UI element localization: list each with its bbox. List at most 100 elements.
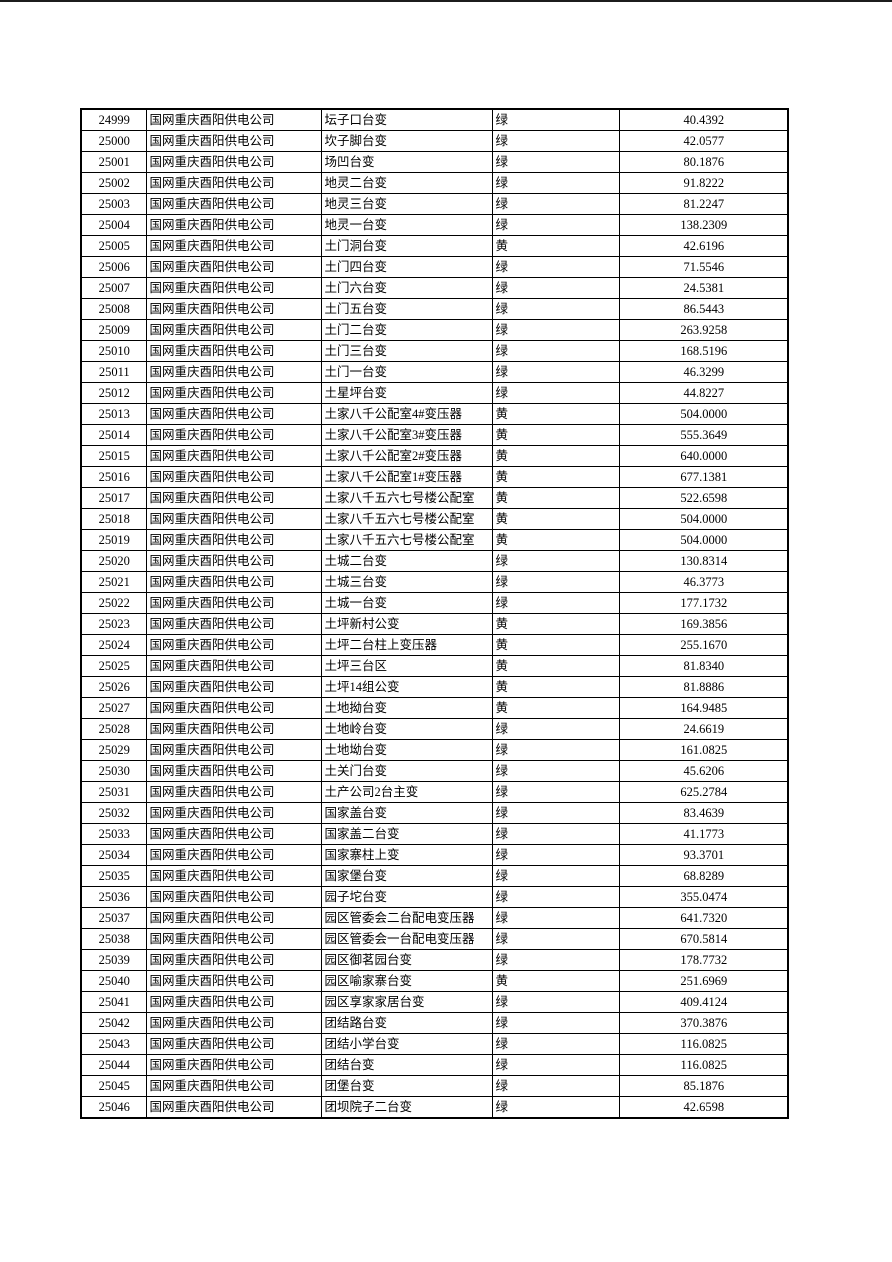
status-color-cell: 黄 <box>491 466 620 488</box>
company-name-cell: 国网重庆酉阳供电公司 <box>145 340 322 362</box>
table-row: 24999 国网重庆酉阳供电公司 坛子口台变绿 40.4392 <box>80 108 789 131</box>
table-row: 25036 国网重庆酉阳供电公司 园子坨台变绿 355.0474 <box>80 886 789 908</box>
load-value-cell: 85.1876 <box>618 1075 789 1097</box>
company-name-cell: 国网重庆酉阳供电公司 <box>145 466 322 488</box>
status-color-cell: 绿 <box>491 571 620 593</box>
status-color-cell: 绿 <box>491 718 620 740</box>
station-name-cell: 土城一台变 <box>320 592 493 614</box>
page-top-border <box>0 0 892 2</box>
row-number-cell: 25024 <box>80 634 147 656</box>
row-number-cell: 25026 <box>80 676 147 698</box>
station-name-cell: 土地坳台变 <box>320 739 493 761</box>
table-row: 25004 国网重庆酉阳供电公司 地灵一台变绿 138.2309 <box>80 214 789 236</box>
status-color-cell: 绿 <box>491 1054 620 1076</box>
row-number-cell: 25017 <box>80 487 147 509</box>
station-name-cell: 土门五台变 <box>320 298 493 320</box>
load-value-cell: 42.6598 <box>618 1096 789 1119</box>
status-color-cell: 绿 <box>491 844 620 866</box>
table-row: 25046 国网重庆酉阳供电公司 团坝院子二台变绿 42.6598 <box>80 1096 789 1119</box>
row-number-cell: 25044 <box>80 1054 147 1076</box>
status-color-cell: 绿 <box>491 865 620 887</box>
load-value-cell: 555.3649 <box>618 424 789 446</box>
row-number-cell: 25028 <box>80 718 147 740</box>
company-name-cell: 国网重庆酉阳供电公司 <box>145 676 322 698</box>
load-value-cell: 641.7320 <box>618 907 789 929</box>
status-color-cell: 绿 <box>491 760 620 782</box>
status-color-cell: 绿 <box>491 340 620 362</box>
company-name-cell: 国网重庆酉阳供电公司 <box>145 718 322 740</box>
load-value-cell: 251.6969 <box>618 970 789 992</box>
station-data-table: 24999 国网重庆酉阳供电公司 坛子口台变绿 40.4392 25000 国网重庆酉阳供… <box>80 108 789 1119</box>
row-number-cell: 25003 <box>80 193 147 215</box>
station-name-cell: 土门四台变 <box>320 256 493 278</box>
row-number-cell: 25000 <box>80 130 147 152</box>
load-value-cell: 68.8289 <box>618 865 789 887</box>
table-row: 25010 国网重庆酉阳供电公司 土门三台变绿 168.5196 <box>80 340 789 362</box>
status-color-cell: 绿 <box>491 361 620 383</box>
table-row: 25037 国网重庆酉阳供电公司 园区管委会二台配电变压器绿 641.7320 <box>80 907 789 929</box>
load-value-cell: 370.3876 <box>618 1012 789 1034</box>
table-row: 25026 国网重庆酉阳供电公司 土坪14组公变黄 81.8886 <box>80 676 789 698</box>
status-color-cell: 黄 <box>491 655 620 677</box>
load-value-cell: 80.1876 <box>618 151 789 173</box>
station-name-cell: 土星坪台变 <box>320 382 493 404</box>
company-name-cell: 国网重庆酉阳供电公司 <box>145 760 322 782</box>
load-value-cell: 42.0577 <box>618 130 789 152</box>
station-name-cell: 国家盖台变 <box>320 802 493 824</box>
table-row: 25023 国网重庆酉阳供电公司 土坪新村公变黄 169.3856 <box>80 613 789 635</box>
row-number-cell: 25033 <box>80 823 147 845</box>
status-color-cell: 绿 <box>491 949 620 971</box>
status-color-cell: 绿 <box>491 319 620 341</box>
row-number-cell: 25043 <box>80 1033 147 1055</box>
load-value-cell: 504.0000 <box>618 403 789 425</box>
table-row: 25014 国网重庆酉阳供电公司 土家八千公配室3#变压器黄 555.3649 <box>80 424 789 446</box>
station-name-cell: 土家八千五六七号楼公配室 <box>320 529 493 551</box>
table-row: 25040 国网重庆酉阳供电公司 园区喻家寨台变黄 251.6969 <box>80 970 789 992</box>
company-name-cell: 国网重庆酉阳供电公司 <box>145 991 322 1013</box>
row-number-cell: 25016 <box>80 466 147 488</box>
table-row: 25003 国网重庆酉阳供电公司 地灵三台变绿 81.2247 <box>80 193 789 215</box>
station-name-cell: 土门洞台变 <box>320 235 493 257</box>
table-row: 25024 国网重庆酉阳供电公司 土坪二台柱上变压器黄 255.1670 <box>80 634 789 656</box>
row-number-cell: 25002 <box>80 172 147 194</box>
status-color-cell: 绿 <box>491 739 620 761</box>
table-row: 25043 国网重庆酉阳供电公司 团结小学台变绿 116.0825 <box>80 1033 789 1055</box>
status-color-cell: 绿 <box>491 1096 620 1119</box>
status-color-cell: 黄 <box>491 697 620 719</box>
status-color-cell: 绿 <box>491 781 620 803</box>
load-value-cell: 177.1732 <box>618 592 789 614</box>
company-name-cell: 国网重庆酉阳供电公司 <box>145 382 322 404</box>
company-name-cell: 国网重庆酉阳供电公司 <box>145 907 322 929</box>
station-name-cell: 国家盖二台变 <box>320 823 493 845</box>
station-name-cell: 园区御茗园台变 <box>320 949 493 971</box>
station-name-cell: 土家八千公配室2#变压器 <box>320 445 493 467</box>
load-value-cell: 263.9258 <box>618 319 789 341</box>
station-name-cell: 土地拗台变 <box>320 697 493 719</box>
company-name-cell: 国网重庆酉阳供电公司 <box>145 613 322 635</box>
station-name-cell: 土门六台变 <box>320 277 493 299</box>
row-number-cell: 25018 <box>80 508 147 530</box>
row-number-cell: 25008 <box>80 298 147 320</box>
status-color-cell: 黄 <box>491 970 620 992</box>
station-name-cell: 土门一台变 <box>320 361 493 383</box>
station-name-cell: 团坝院子二台变 <box>320 1096 493 1119</box>
row-number-cell: 25005 <box>80 235 147 257</box>
company-name-cell: 国网重庆酉阳供电公司 <box>145 130 322 152</box>
table-row: 25033 国网重庆酉阳供电公司 国家盖二台变绿 41.1773 <box>80 823 789 845</box>
status-color-cell: 黄 <box>491 235 620 257</box>
station-name-cell: 地灵二台变 <box>320 172 493 194</box>
row-number-cell: 25034 <box>80 844 147 866</box>
station-data-table-container: 24999 国网重庆酉阳供电公司 坛子口台变绿 40.4392 25000 国网重庆酉阳供… <box>80 108 789 1119</box>
table-row: 25013 国网重庆酉阳供电公司 土家八千公配室4#变压器黄 504.0000 <box>80 403 789 425</box>
status-color-cell: 绿 <box>491 130 620 152</box>
station-name-cell: 团结路台变 <box>320 1012 493 1034</box>
table-row: 25002 国网重庆酉阳供电公司 地灵二台变绿 91.8222 <box>80 172 789 194</box>
table-row: 25034 国网重庆酉阳供电公司 国家寨柱上变绿 93.3701 <box>80 844 789 866</box>
load-value-cell: 46.3773 <box>618 571 789 593</box>
table-row: 25041 国网重庆酉阳供电公司 园区享家家居台变绿 409.4124 <box>80 991 789 1013</box>
table-row: 25021 国网重庆酉阳供电公司 土城三台变绿 46.3773 <box>80 571 789 593</box>
row-number-cell: 25046 <box>80 1096 147 1119</box>
load-value-cell: 40.4392 <box>618 108 789 131</box>
load-value-cell: 116.0825 <box>618 1033 789 1055</box>
